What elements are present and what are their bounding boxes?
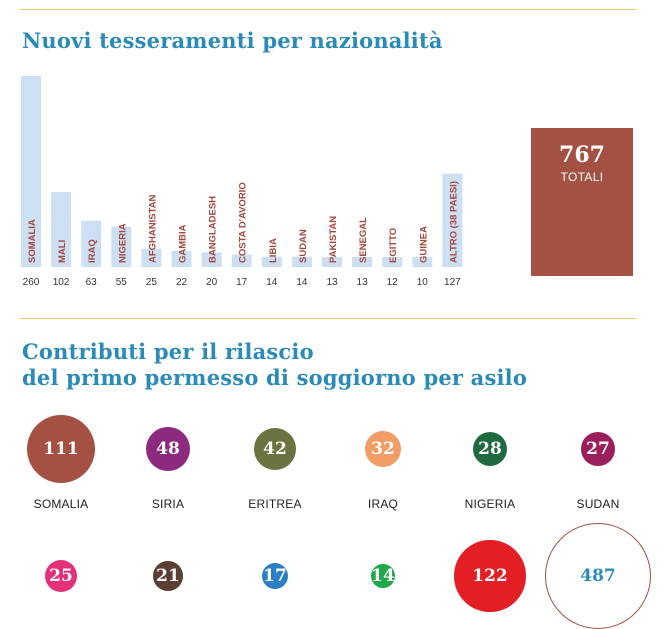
bar-mali <box>51 192 72 267</box>
bubble: 32 <box>364 430 402 468</box>
bar-value-label: 102 <box>53 277 70 288</box>
bubble: 28 <box>472 431 508 467</box>
middle-divider <box>20 318 636 319</box>
bar-iraq <box>81 220 102 267</box>
bubble: 48 <box>145 426 191 472</box>
bubble: 25 <box>44 559 78 593</box>
total-box: 767 TOTALI <box>531 128 633 276</box>
bar-category-label: AFGHANISTAN <box>147 194 158 263</box>
bar-value-label: 12 <box>387 277 399 288</box>
bar-value-label: 10 <box>417 277 429 288</box>
bar-libia <box>261 256 282 267</box>
bubble: 42 <box>254 428 296 470</box>
bar-category-label: COSTA D'AVORIO <box>238 182 249 263</box>
bar-category-label: BANGLADESH <box>208 196 219 263</box>
bubble-country-label: ERITREA <box>248 497 302 511</box>
bar-category-label: ALTRO (38 PAESI) <box>448 181 459 263</box>
bar-value-label: 14 <box>296 277 308 288</box>
bar-value-label: 22 <box>176 277 188 288</box>
bar-category-label: LIBIA <box>268 238 279 263</box>
bar-category-label: GUINEA <box>418 226 429 263</box>
bar-category-label: IRAQ <box>87 239 98 263</box>
bar-gambia <box>171 250 192 267</box>
bar-value-label: 13 <box>357 277 369 288</box>
bubble-country-label: SIRIA <box>151 497 185 511</box>
bar-value-label: 25 <box>146 277 158 288</box>
bar-afghanistan <box>141 248 162 267</box>
bar-egitto <box>382 257 403 267</box>
section-title-line-2: del primo permesso di soggiorno per asil… <box>22 365 528 390</box>
bar-value-label: 13 <box>326 277 338 288</box>
bubble-country-label: IRAQ <box>367 497 399 511</box>
total-label: TOTALI <box>560 170 604 184</box>
bar-category-label: NIGERIA <box>117 223 128 263</box>
bar-category-label: PAKISTAN <box>328 216 339 263</box>
bubble-country-label: NIGERIA <box>464 497 516 511</box>
bar-bangladesh <box>201 252 222 267</box>
bubble: 14 <box>370 563 396 589</box>
bubble: 487 <box>545 523 651 629</box>
section-title-contributi: Contributi per il rilascio del primo per… <box>22 339 527 391</box>
bar-category-label: GAMBIA <box>178 224 189 263</box>
bar-category-label: MALI <box>57 240 68 263</box>
bar-category-label: EGITTO <box>388 228 399 263</box>
bar-value-label: 63 <box>86 277 98 288</box>
bar-sudan <box>291 256 312 267</box>
bubble-country-label: SOMALIA <box>33 497 89 511</box>
bar-value-label: 20 <box>206 277 218 288</box>
bar-nigeria <box>111 226 132 267</box>
bar-category-label: SOMALIA <box>27 219 38 263</box>
bubble: 17 <box>261 562 289 590</box>
bar-value-label: 17 <box>236 277 248 288</box>
section-title-line-1: Contributi per il rilascio <box>22 339 314 364</box>
bubble: 27 <box>581 432 615 466</box>
bar-chart: SOMALIA 260 MALI 102 IRAQ 63 NIGERIA 55 AFGHANIS… <box>21 76 463 288</box>
bar-pakistan <box>322 257 342 267</box>
bar-costa-d-avorio <box>231 254 252 267</box>
bar-category-label: SENEGAL <box>358 217 369 263</box>
section-title-tesseramenti: Nuovi tesseramenti per nazionalità <box>22 28 443 53</box>
bar-value-label: 260 <box>23 277 40 288</box>
top-divider <box>20 9 636 10</box>
total-number: 767 <box>559 142 605 168</box>
bar-value-label: 127 <box>444 277 461 288</box>
bar-value-label: 55 <box>116 277 128 288</box>
bar-value-label: 14 <box>266 277 278 288</box>
bar-guinea <box>412 257 433 267</box>
bubble: 122 <box>454 540 526 612</box>
bar-altro-38-paesi- <box>442 173 463 267</box>
bar-somalia <box>21 76 41 267</box>
bubble: 111 <box>27 415 95 483</box>
bubble: 21 <box>153 561 183 591</box>
bubble-country-label: SUDAN <box>576 497 620 511</box>
bar-category-label: SUDAN <box>298 229 309 263</box>
bar-senegal <box>352 257 373 267</box>
